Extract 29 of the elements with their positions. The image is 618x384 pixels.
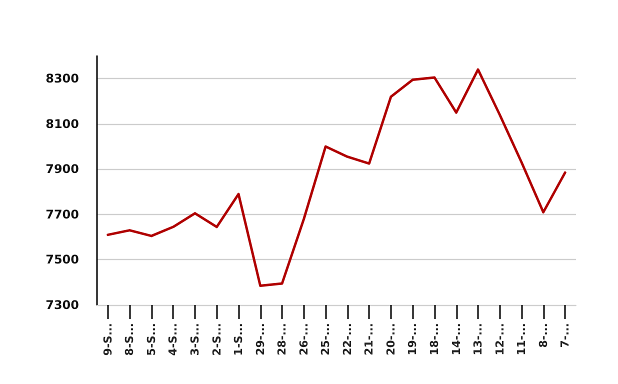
x-tick-label: 13-... [472, 323, 485, 356]
x-tick-label: 8-... [536, 323, 550, 348]
x-tick-label: 1-S... [232, 323, 246, 356]
x-tick-label: 26-... [297, 323, 310, 356]
y-tick-label: 8100 [46, 116, 79, 131]
x-tick-label: 8-S... [123, 323, 136, 356]
y-tick-label: 7700 [46, 207, 79, 222]
x-tick-label: 14-... [450, 323, 463, 356]
x-tick-label: 9-S... [101, 323, 114, 356]
x-tick-label: 28-... [276, 323, 289, 356]
x-tick-label: 12-... [493, 323, 506, 356]
x-tick-label: 22-... [340, 323, 354, 356]
x-tick-label: 19-... [406, 323, 420, 356]
x-tick-label: 5-S... [144, 323, 158, 356]
y-tick-label: 7900 [46, 162, 79, 176]
x-tick-label: 2-S... [210, 323, 224, 356]
x-tick-label: 25-... [319, 323, 332, 356]
x-tick-label: 29-... [254, 323, 267, 356]
y-tick-label: 7300 [46, 298, 79, 312]
x-tick-label: 11-... [515, 323, 528, 356]
x-tick-label: 20-... [384, 323, 398, 356]
y-tick-label: 8300 [46, 72, 79, 86]
x-tick-label: 21-... [362, 323, 376, 356]
line-series [106, 68, 566, 288]
x-tick-label: 4-S... [166, 323, 180, 356]
x-tick-label: 3-S... [188, 323, 202, 356]
x-tick-label: 18-... [428, 323, 441, 356]
y-tick-label: 7500 [46, 252, 79, 267]
x-tick-label: 7-... [558, 323, 572, 348]
